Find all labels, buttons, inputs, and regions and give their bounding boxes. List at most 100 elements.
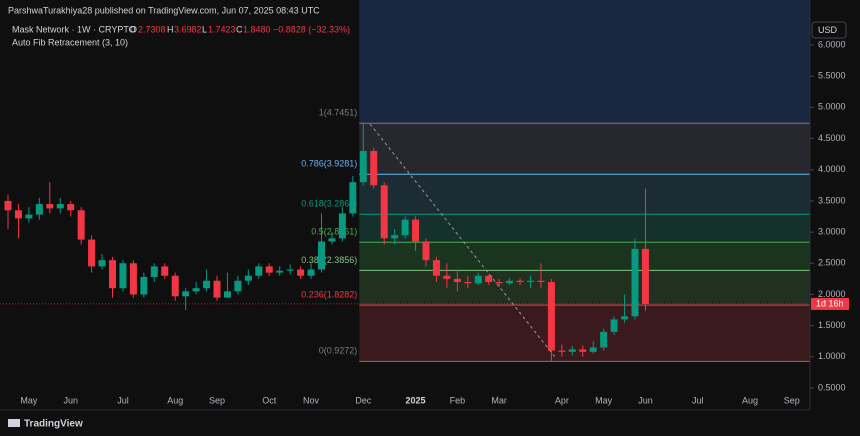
candle-body — [129, 263, 137, 295]
candle-body — [401, 219, 409, 236]
x-tick-label: Jun — [638, 395, 653, 405]
x-tick-label: May — [20, 395, 38, 405]
fib-level-label: 0(0.9272) — [319, 346, 358, 356]
c-label: C — [236, 24, 243, 34]
candle-body — [119, 263, 127, 289]
candle-body — [56, 204, 64, 209]
y-tick-label: 6.0000 — [818, 39, 846, 49]
candle-body — [161, 266, 169, 276]
candle-body — [328, 238, 336, 242]
candle-body — [443, 275, 451, 279]
y-tick-label: 2.5000 — [818, 258, 846, 268]
fib-zone — [359, 270, 810, 306]
fib-zone — [359, 305, 810, 362]
currency-box[interactable] — [811, 21, 847, 39]
c-value: 1.8480 — [243, 24, 271, 34]
y-tick-label: 3.5000 — [818, 195, 846, 205]
fib-zone — [359, 123, 810, 175]
fib-level-label: 0.618(3.2867) — [301, 199, 357, 209]
fib-top-zone — [359, 0, 810, 124]
candle-body — [432, 260, 440, 276]
candle-body — [516, 280, 524, 282]
x-tick-label: Jun — [63, 395, 78, 405]
l-value: 1.7423 — [208, 24, 236, 34]
candle-body — [506, 280, 514, 284]
y-tick-label: 1.0000 — [818, 351, 846, 361]
y-tick-label: 2.0000 — [818, 289, 846, 299]
x-tick-label: Aug — [742, 395, 758, 405]
candle-body — [286, 269, 294, 271]
change: −0.8828 (−32.33%) — [273, 24, 350, 34]
x-tick-label: Sep — [209, 395, 225, 405]
y-tick-label: 0.5000 — [818, 382, 846, 392]
candle-body — [244, 275, 252, 281]
y-tick-label: 5.0000 — [818, 102, 846, 112]
candle-body — [171, 275, 179, 297]
candle-body — [67, 204, 75, 211]
candle-body — [265, 266, 273, 273]
candle-body — [547, 281, 555, 351]
x-tick-label: Aug — [167, 395, 183, 405]
fib-level-label: 0.786(3.9281) — [301, 159, 357, 169]
candle-body — [391, 235, 399, 239]
candle-body — [150, 266, 158, 277]
candle-body — [109, 260, 116, 289]
candle-body — [77, 210, 85, 240]
candle-body — [297, 269, 305, 276]
x-tick-label: Dec — [355, 395, 372, 405]
fib-level-label: 0.5(2.8361) — [311, 227, 357, 237]
h-label: H — [167, 24, 174, 34]
y-tick-label: 4.0000 — [818, 164, 846, 174]
candle-body — [621, 316, 629, 320]
fib-zone — [359, 174, 810, 215]
x-tick-label: Jul — [692, 395, 704, 405]
y-tick-label: 5.5000 — [818, 71, 846, 81]
candle-body — [380, 185, 388, 239]
candle-body — [98, 260, 106, 267]
candle-body — [600, 331, 608, 348]
candle-body — [25, 214, 33, 219]
publisher: ParshwaTurakhiya28 published on TradingV… — [8, 5, 320, 15]
y-tick-label: 4.5000 — [818, 133, 846, 143]
x-tick-label: May — [595, 395, 613, 405]
x-tick-label: Nov — [303, 395, 320, 405]
candle-body — [422, 241, 430, 261]
candle-body — [641, 248, 649, 304]
candle-body — [307, 269, 315, 276]
indicator: Auto Fib Retracement (3, 10) — [12, 37, 128, 47]
candle-body — [349, 182, 357, 214]
candle-body — [568, 349, 576, 352]
x-tick-label: Feb — [450, 395, 466, 405]
candle-body — [589, 347, 597, 352]
candle-body — [527, 280, 534, 282]
o-label: O — [130, 24, 137, 34]
fib-trend-line — [369, 123, 556, 358]
candle-body — [579, 349, 587, 352]
candle-body — [14, 210, 22, 219]
brand: TradingView — [24, 419, 83, 430]
x-tick-label: Mar — [491, 395, 507, 405]
candle-body — [338, 213, 346, 239]
x-tick-label: Apr — [555, 395, 569, 405]
candle-body — [192, 288, 200, 292]
o-value: 2.7308 — [138, 24, 166, 34]
plot — [0, 123, 810, 362]
candle-body — [276, 270, 284, 273]
candle-body — [4, 200, 12, 211]
candle-body — [88, 239, 96, 267]
y-tick-label: 1.5000 — [818, 320, 846, 330]
fib-level-label: 1(4.7451) — [319, 108, 358, 118]
fib-level-label: 0.236(1.8282) — [301, 290, 357, 300]
countdown-tag — [811, 297, 849, 310]
symbol: Mask Network · 1W · CRYPTO — [12, 24, 136, 34]
candle-body — [370, 151, 378, 186]
candle-body — [359, 151, 367, 183]
candle-body — [234, 280, 242, 292]
candle-body — [495, 281, 503, 284]
x-tick-label: Oct — [262, 395, 277, 405]
currency[interactable]: USD — [818, 25, 838, 35]
candle-body — [464, 281, 472, 284]
candle-body — [474, 275, 482, 284]
fib-zone — [359, 214, 810, 243]
